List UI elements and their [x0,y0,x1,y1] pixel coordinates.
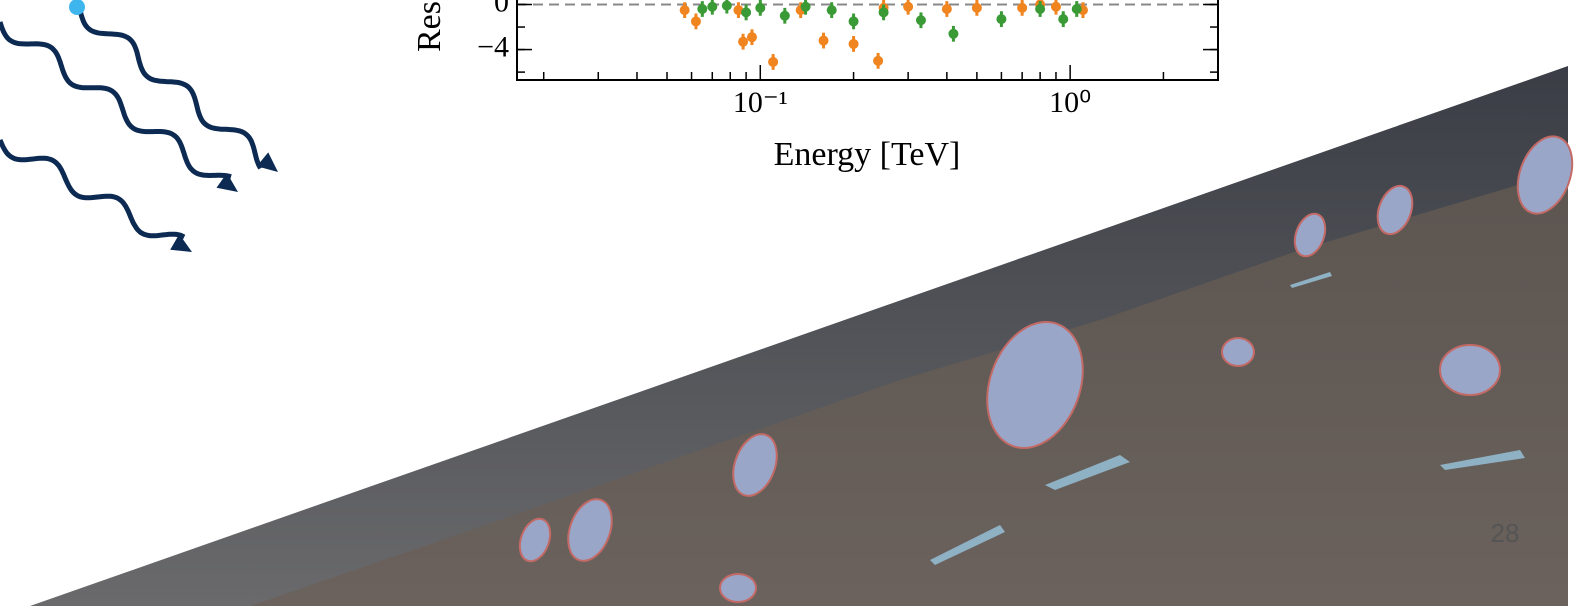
x-tick-label: 10⁰ [1049,86,1091,119]
y-axis-label: Res [411,1,448,52]
data-point [873,56,883,66]
data-point [849,16,859,26]
data-point [697,4,707,14]
plot-frame [517,0,1218,80]
photon-arrows [0,10,278,252]
page-number: 28 [1491,518,1520,548]
data-point [801,2,811,12]
data-point [819,36,829,46]
data-point [903,2,913,12]
data-point [1058,14,1068,24]
data-point [1017,3,1027,13]
data-point [849,39,859,49]
data-point [738,37,748,47]
photon-wave [0,140,184,237]
data-point [747,32,757,42]
data-point [879,7,889,17]
data-point [755,3,765,13]
residual-chart: 10⁻¹ 10⁰ −4 0 Energy [TeV] Res [411,0,1218,173]
data-point [972,3,982,13]
data-point [942,4,952,14]
data-point [780,11,790,21]
data-point [1035,4,1045,14]
page: 10⁻¹10⁰−40Energy [TeV]Res 28 (() => { co… [0,0,1588,606]
data-point [996,14,1006,24]
data-point [1072,4,1082,14]
y-tick-label: 0 [494,0,509,18]
data-point [691,16,701,26]
data-point [948,29,958,39]
data-point [916,15,926,25]
data-point [741,7,751,17]
y-tick-label: −4 [477,30,509,63]
data-point [1051,2,1061,12]
data-point [827,5,837,15]
slide: 10⁻¹ 10⁰ −4 0 Energy [TeV] Res 28 [0,0,1588,606]
x-axis-label: Energy [TeV] [774,136,961,173]
data-point [768,57,778,67]
data-point [707,2,717,12]
data-point [722,1,732,11]
arrow-head [170,234,192,252]
data-point [680,5,690,15]
x-tick-label: 10⁻¹ [733,86,788,119]
